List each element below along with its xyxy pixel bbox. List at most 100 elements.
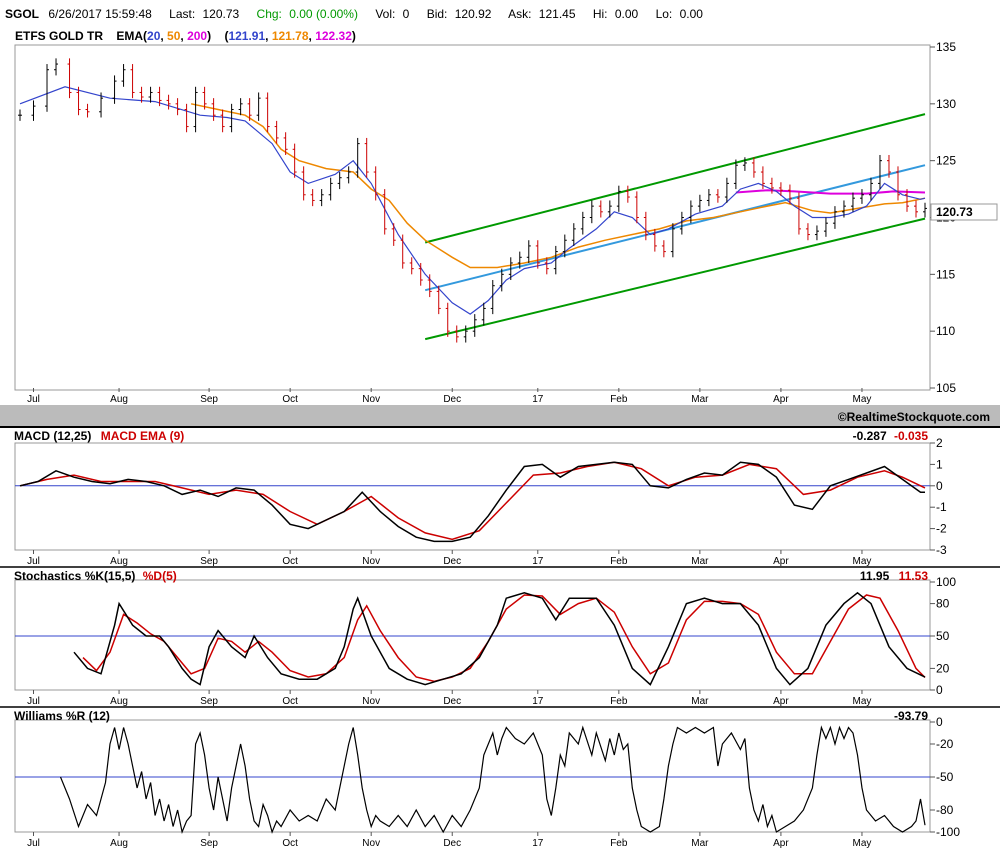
macd-xtick-label: Mar	[691, 556, 709, 567]
quote-bid-label: Bid:	[427, 7, 448, 21]
macd-ytick-label: -3	[936, 543, 947, 557]
stoch-panel-frame	[14, 579, 931, 691]
stoch-xtick-label: Sep	[200, 696, 218, 707]
quote-hi-label: Hi:	[593, 7, 608, 21]
williams-value: -93.79	[894, 709, 928, 723]
quote-ask: 121.45	[539, 7, 576, 21]
price-ytick-label: 105	[936, 381, 956, 395]
price-xtick-label: Apr	[773, 394, 789, 405]
quote-datetime: 6/26/2017 15:59:48	[48, 7, 152, 21]
macd-ytick-label: -2	[936, 522, 947, 536]
stoch-ytick-label: 50	[936, 629, 950, 643]
price-xtick-label: Nov	[362, 394, 380, 405]
macd-xtick-label: Apr	[773, 556, 789, 567]
macd-xtick-label: 17	[532, 556, 544, 567]
stoch-xtick-label: Dec	[443, 696, 461, 707]
price-ytick-label: 135	[936, 40, 956, 54]
stoch-d-title: %D(5)	[143, 569, 177, 583]
stoch-xtick-label: Oct	[282, 696, 298, 707]
ema-values-open-paren: (	[224, 29, 228, 43]
quote-lo-label: Lo:	[656, 7, 673, 21]
price-xtick-label: Mar	[691, 394, 709, 405]
williams-xtick-label: Nov	[362, 838, 380, 849]
channel-upper-line	[424, 113, 926, 244]
ema-value-200: 122.32	[315, 29, 352, 43]
williams-ytick-label: -20	[936, 737, 954, 751]
svg-text:SGOL 6/26/2017 15:59:48: SGOL 6/26/2017 15:59:48 Last: 120.73 Chg…	[5, 7, 703, 21]
macd-xtick-label: Feb	[610, 556, 628, 567]
quote-chg: 0.00 (0.00%)	[289, 7, 358, 21]
macd-ytick-label: 2	[936, 436, 943, 450]
quote-last-label: Last:	[169, 7, 195, 21]
ema-values-close-paren: )	[352, 29, 356, 43]
last-price-label: 120.73	[936, 205, 973, 219]
stoch-xtick-label: Jul	[27, 696, 40, 707]
stoch-title: Stochastics %K(15,5)	[14, 569, 135, 583]
williams-xtick-label: Dec	[443, 838, 461, 849]
stoch-k-value: 11.95	[860, 569, 890, 583]
macd-xtick-label: Aug	[110, 556, 128, 567]
svg-text:MACD (12,25) MACD EMA (9: MACD (12,25) MACD EMA (9)	[14, 429, 184, 443]
quote-hi: 0.00	[615, 7, 639, 21]
watermark: ©RealtimeStockquote.com	[838, 410, 990, 424]
stoch-xtick-label: Apr	[773, 696, 789, 707]
macd-panel-frame	[14, 442, 931, 551]
ema-open-paren: (	[143, 29, 147, 43]
quote-vol-label: Vol:	[375, 7, 395, 21]
price-xtick-label: May	[853, 394, 872, 405]
svg-text:11.95 11.53: 11.95 11.53	[860, 569, 928, 583]
stoch-ytick-label: 0	[936, 683, 943, 697]
price-xtick-label: Sep	[200, 394, 218, 405]
price-xtick-label: Jul	[27, 394, 40, 405]
price-xtick-label: 17	[532, 394, 544, 405]
svg-text:ETFS GOLD TR EMA(20, 50,: ETFS GOLD TR EMA(20, 50, 200) (121.91, 1…	[15, 29, 356, 43]
stoch-xtick-label: Aug	[110, 696, 128, 707]
quote-vol: 0	[403, 7, 410, 21]
stoch-ytick-label: 20	[936, 661, 950, 675]
svg-text:Williams %R (12): Williams %R (12)	[14, 709, 110, 723]
svg-text:-93.79: -93.79	[894, 709, 928, 723]
price-ytick-label: 110	[936, 324, 955, 338]
chart-marks: 135130125120115110105JulAugSepOctNovDec1…	[15, 40, 960, 849]
ema-value-20: 121.91	[228, 29, 265, 43]
macd-xtick-label: Jul	[27, 556, 40, 567]
macd-xtick-label: Oct	[282, 556, 298, 567]
williams-xtick-label: Apr	[773, 838, 789, 849]
quote-bid: 120.92	[455, 7, 492, 21]
stoch-ytick-label: 80	[936, 597, 950, 611]
williams-title: Williams %R (12)	[14, 709, 110, 723]
williams-ytick-label: 0	[936, 715, 943, 729]
stoch-ytick-label: 100	[936, 575, 956, 589]
williams-panel-frame	[14, 719, 931, 833]
stoch-xtick-label: Feb	[610, 696, 628, 707]
williams-xtick-label: Oct	[282, 838, 298, 849]
macd-signal-title: MACD EMA (9)	[101, 429, 185, 443]
macd-title: MACD (12,25)	[14, 429, 91, 443]
watermark-band	[0, 405, 1000, 427]
price-xtick-label: Aug	[110, 394, 128, 405]
macd-signal-line	[19, 461, 926, 541]
svg-text:-0.287 -0.035: -0.287 -0.035	[853, 429, 929, 443]
macd-xtick-label: May	[853, 556, 872, 567]
williams-line	[59, 725, 926, 835]
williams-ytick-label: -100	[936, 825, 960, 839]
williams-xtick-label: Jul	[27, 838, 40, 849]
stoch-xtick-label: 17	[532, 696, 544, 707]
macd-xtick-label: Dec	[443, 556, 461, 567]
ema200-line	[735, 189, 926, 195]
stoch-d-line	[82, 594, 926, 683]
stoch-d-value: 11.53	[899, 569, 929, 583]
williams-xtick-label: Sep	[200, 838, 218, 849]
quote-ask-label: Ask:	[508, 7, 531, 21]
last-price-box	[930, 203, 998, 221]
price-ytick-label: 130	[936, 97, 956, 111]
stoch-xtick-label: May	[853, 696, 872, 707]
ema-value-comma-2: ,	[309, 29, 316, 43]
macd-ytick-label: 0	[936, 479, 943, 493]
quote-last: 120.73	[203, 7, 240, 21]
quote-symbol: SGOL	[5, 7, 39, 21]
williams-xtick-label: 17	[532, 838, 544, 849]
quote-chg-label: Chg:	[257, 7, 282, 21]
stoch-xtick-label: Mar	[691, 696, 709, 707]
